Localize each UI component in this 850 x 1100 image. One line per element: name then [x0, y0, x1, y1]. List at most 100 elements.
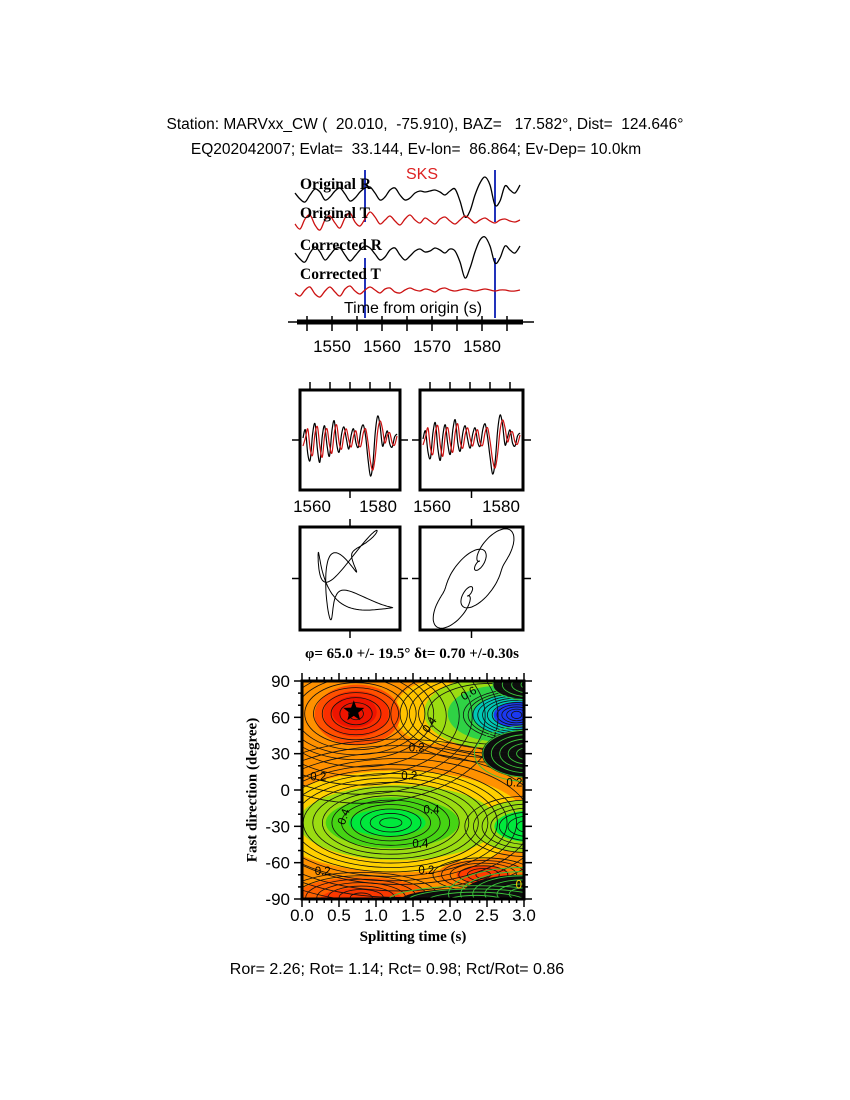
trace-label-corrected-r: Corrected R — [300, 237, 383, 254]
y-tick-label: -60 — [265, 854, 290, 873]
contour-ring — [481, 803, 524, 849]
contour-ring — [499, 738, 524, 769]
contour-ring — [313, 687, 399, 741]
contour-ring — [331, 795, 451, 851]
contour-ring — [408, 681, 524, 754]
contour-ring — [482, 697, 524, 733]
y-tick-label: -90 — [265, 890, 290, 909]
comparison-panel: 1560 1580 1560 1580 — [292, 382, 531, 516]
contour-annotation: 0.2 — [506, 778, 522, 790]
contour-ring — [498, 811, 524, 841]
contour-ring — [477, 695, 524, 735]
trace-corrected-r — [294, 236, 521, 279]
contour-annotation: 0.4 — [424, 804, 441, 816]
contour-ring — [379, 817, 403, 828]
contour-ring — [464, 795, 524, 857]
contour-ring — [458, 865, 509, 885]
contour-ring — [520, 681, 524, 689]
error-surface-panel: 0.2 0.20.20.20.4 0.40.40.2 0.20.60.400.0 0.5… — [265, 672, 536, 925]
contour-ring — [330, 697, 382, 731]
contour-ring — [492, 681, 524, 701]
contour-ring — [427, 683, 524, 745]
contour-ring — [302, 681, 417, 751]
comparison-tick-label: 1580 — [482, 497, 520, 516]
contour-annotation: 0.4 — [336, 807, 353, 827]
contour-ring — [369, 813, 412, 833]
contour-ring — [302, 681, 499, 804]
contour-ring — [490, 734, 524, 774]
contour-ring — [407, 888, 524, 899]
contour-ring — [511, 710, 523, 719]
contour-ring — [473, 799, 524, 853]
contour-ring — [339, 702, 373, 726]
contour-ring — [302, 773, 498, 873]
contour-ring — [432, 857, 524, 893]
contour-ring — [302, 777, 489, 868]
contour-ring — [302, 681, 460, 777]
contour-ring — [387, 885, 524, 899]
contour-annotation: 0.2 — [310, 772, 326, 784]
phase-label-sks: SKS — [406, 166, 439, 183]
contour-ring — [516, 747, 524, 760]
comparison-trace-transverse — [422, 419, 521, 469]
contour-ring — [473, 725, 524, 782]
x-tick-label: 2.5 — [475, 906, 499, 925]
contour-ring — [360, 808, 422, 837]
x-tick-label: 1.0 — [364, 906, 388, 925]
trace-label-original-r: Original R — [300, 176, 372, 193]
trace-original-r — [294, 176, 521, 219]
trace-original-t — [294, 211, 521, 231]
comparison-box — [298, 388, 402, 492]
trace-label-original-t: Original T — [300, 205, 371, 222]
particle-motion-box — [298, 525, 402, 632]
contour-ring — [302, 738, 524, 899]
contour-ring — [506, 708, 524, 722]
contour-ring — [312, 786, 470, 860]
surface-region — [348, 809, 426, 837]
contour-ring — [302, 681, 473, 786]
particle-motion-panel — [292, 519, 531, 638]
contour-ring — [507, 816, 524, 837]
particle-motion-curve-original — [317, 529, 394, 621]
y-tick-label: 0 — [281, 781, 290, 800]
contour-ring — [491, 702, 524, 728]
contour-ring — [350, 804, 431, 842]
x-tick-label: 3.0 — [512, 906, 536, 925]
contour-ring — [390, 681, 524, 763]
contour-x-axis-label: Splitting time (s) — [359, 929, 467, 945]
comparison-tick-label: 1560 — [293, 497, 331, 516]
y-tick-label: 90 — [271, 672, 290, 691]
contour-annotation: 0.2 — [401, 770, 417, 782]
contour-ring — [449, 862, 517, 887]
contour-ring — [511, 681, 524, 694]
contour-ring — [302, 745, 524, 898]
contour-ring — [466, 868, 500, 882]
y-tick-label: -30 — [265, 817, 290, 836]
comparison-tick-label: 1580 — [359, 497, 397, 516]
contour-ring — [302, 768, 508, 877]
event-title: EQ202042007; Evlat= 33.144, Ev-lon= 86.8… — [190, 141, 642, 158]
trace-label-corrected-t: Corrected T — [300, 266, 381, 283]
contour-ring — [490, 807, 524, 845]
particle-motion-box — [418, 525, 525, 632]
station-title: Station: MARVxx_CW ( 20.010, -75.910), B… — [166, 116, 684, 133]
y-tick-label: 60 — [271, 708, 290, 727]
time-tick-label: 1580 — [463, 337, 501, 356]
x-tick-label: 0.5 — [327, 906, 351, 925]
contour-ring — [302, 758, 524, 885]
contour-ring — [447, 894, 504, 899]
y-tick-label: 30 — [271, 745, 290, 764]
contour-title: φ= 65.0 +/- 19.5° δt= 0.70 +/-0.30s — [305, 646, 519, 662]
contour-ring — [496, 704, 524, 726]
contour-y-axis-label: Fast direction (degree) — [244, 717, 261, 863]
best-fit-star-marker — [343, 700, 365, 721]
contour-ring — [399, 681, 524, 758]
comparison-box — [418, 388, 525, 492]
contour-ring — [516, 820, 524, 833]
contour-ring — [472, 693, 524, 737]
x-tick-label: 0.0 — [290, 906, 314, 925]
contour-ring — [418, 681, 524, 749]
time-tick-label: 1550 — [313, 337, 351, 356]
contour-ring — [302, 751, 524, 892]
